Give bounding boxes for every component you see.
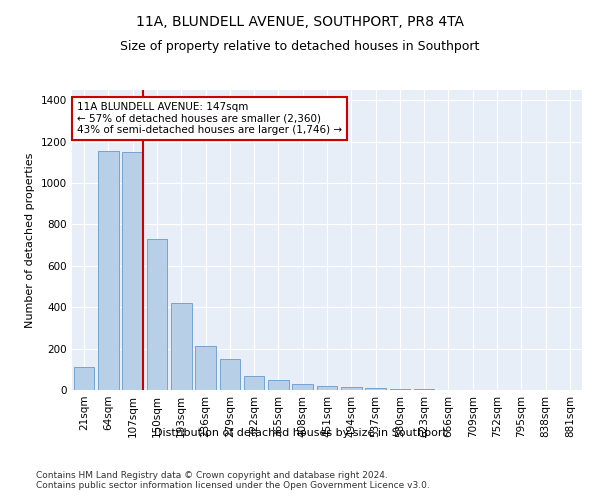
Bar [122,152,143,390]
Bar [317,386,337,390]
Bar [74,367,94,390]
Text: Contains HM Land Registry data © Crown copyright and database right 2024.
Contai: Contains HM Land Registry data © Crown c… [36,470,430,490]
Bar [146,239,167,390]
Bar [98,151,119,390]
Bar [244,376,265,390]
Y-axis label: Number of detached properties: Number of detached properties [25,152,35,328]
Bar [365,388,386,390]
Bar [341,387,362,390]
Text: Size of property relative to detached houses in Southport: Size of property relative to detached ho… [121,40,479,53]
Text: Distribution of detached houses by size in Southport: Distribution of detached houses by size … [154,428,446,438]
Text: 11A, BLUNDELL AVENUE, SOUTHPORT, PR8 4TA: 11A, BLUNDELL AVENUE, SOUTHPORT, PR8 4TA [136,15,464,29]
Bar [195,346,216,390]
Bar [389,389,410,390]
Bar [292,384,313,390]
Bar [220,359,240,390]
Bar [171,303,191,390]
Text: 11A BLUNDELL AVENUE: 147sqm
← 57% of detached houses are smaller (2,360)
43% of : 11A BLUNDELL AVENUE: 147sqm ← 57% of det… [77,102,342,135]
Bar [268,380,289,390]
